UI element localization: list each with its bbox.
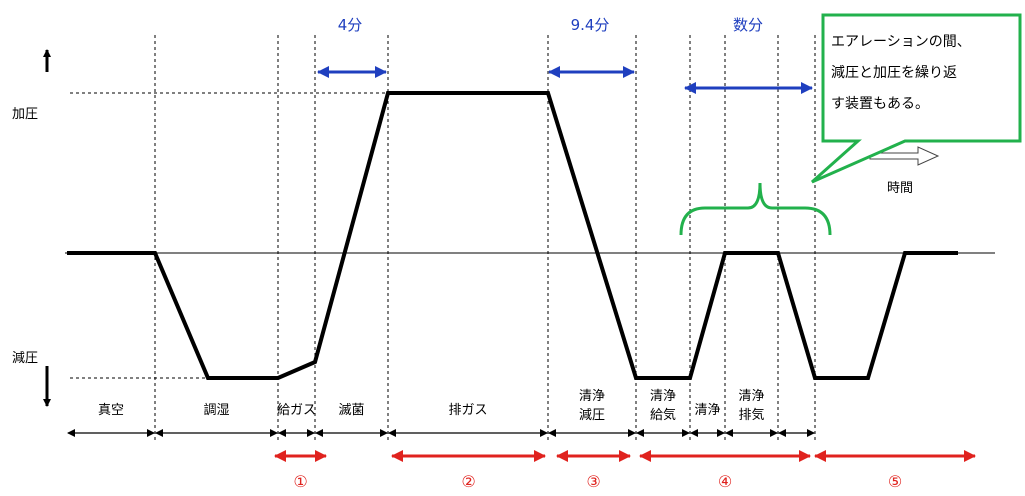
repeat-brace <box>679 182 832 236</box>
callout-line-1: エアレーションの間、 <box>831 34 971 50</box>
pressure-profile-line <box>67 91 958 380</box>
duration-label-aeration: 数分 <box>733 16 763 34</box>
time-label: 時間 <box>887 181 913 196</box>
phase-label: ④ <box>718 472 732 491</box>
duration-label-exhaust: 9.4分 <box>571 16 610 34</box>
segment-label: 滅菌 <box>338 403 364 418</box>
segment-label: 真空 <box>98 403 124 418</box>
phase-label: ③ <box>586 472 600 491</box>
segment-label: 清浄給気 <box>650 389 676 423</box>
duration-label-gas-supply: 4分 <box>338 16 363 34</box>
segment-label: 排ガス <box>448 403 487 418</box>
callout-box <box>811 13 1022 184</box>
callout-text: エアレーションの間、 減圧と加圧を繰り返 す装置もある。 <box>823 15 1020 141</box>
phase-label: ② <box>461 472 475 491</box>
phase-label: ⑤ <box>888 472 902 491</box>
segment-label: 清浄減圧 <box>579 389 605 423</box>
time-arrow-icon <box>869 146 940 166</box>
segment-label: 清浄排気 <box>738 389 764 423</box>
y-label-depressurize: 減圧 <box>12 350 38 366</box>
phase-label: ① <box>293 472 307 491</box>
callout-line-3: す装置もある。 <box>831 96 929 112</box>
segment-label: 調湿 <box>203 403 229 418</box>
segment-label: 給ガス <box>277 403 316 418</box>
segment-labels: 真空 調湿 給ガス 滅菌 排ガス 清浄減圧 清浄給気 清浄 清浄排気 <box>98 389 765 423</box>
segment-label: 清浄 <box>694 403 720 418</box>
callout-line-2: 減圧と加圧を繰り返 <box>831 65 957 81</box>
segment-separators <box>154 35 816 443</box>
y-label-pressurize: 加圧 <box>12 107 38 122</box>
phase-labels: ① ② ③ ④ ⑤ <box>293 472 902 491</box>
duration-arrows <box>317 66 813 94</box>
